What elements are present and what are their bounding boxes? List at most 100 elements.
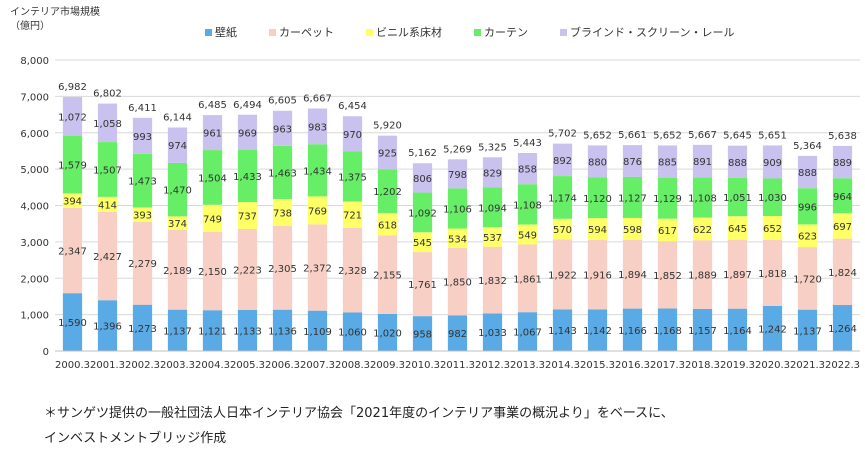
bar-segment (622, 217, 643, 240)
total-label: 5,638 (828, 131, 857, 142)
bar-segment (62, 97, 83, 137)
data-label: 1,136 (268, 326, 297, 337)
bar-segment (167, 230, 188, 310)
bar-segment (167, 127, 188, 163)
data-label: 534 (448, 234, 467, 245)
data-label: 829 (483, 168, 502, 179)
bar-segment (97, 211, 118, 301)
y-axis-title: インテリア市場規模 （億円） (10, 6, 100, 34)
data-label: 1,121 (198, 327, 227, 338)
bar-segment (552, 176, 573, 219)
bar-segment (797, 247, 818, 310)
bar-segment (377, 169, 398, 214)
legend-swatch (205, 29, 212, 36)
y-tick-label: 8,000 (20, 56, 49, 67)
data-label: 958 (413, 330, 432, 341)
data-label: 970 (343, 130, 362, 141)
bar-segment (167, 162, 188, 217)
bar-segment (447, 247, 468, 316)
bar-segment (132, 153, 153, 208)
bar-segment (342, 227, 363, 313)
data-label: 982 (448, 329, 467, 340)
total-label: 5,652 (653, 130, 682, 141)
data-label: 974 (168, 141, 187, 152)
bar-segment (132, 304, 153, 351)
legend-swatch (366, 29, 373, 36)
x-tick-label: 2017.3 (650, 360, 685, 371)
total-label: 5,652 (583, 130, 612, 141)
x-tick-label: 2005.3 (230, 360, 265, 371)
bar-segment (412, 192, 433, 233)
bar-segment (377, 313, 398, 351)
data-label: 2,155 (373, 271, 402, 282)
data-label: 1,129 (653, 194, 682, 205)
data-label: 993 (133, 132, 152, 143)
total-label: 6,494 (233, 100, 262, 111)
bar-segment (657, 218, 678, 242)
total-label: 6,802 (93, 89, 122, 100)
bar-segment (587, 218, 608, 240)
bar-segment (517, 224, 538, 245)
data-label: 623 (798, 232, 817, 243)
bar-segment (447, 188, 468, 229)
data-label: 1,433 (233, 172, 262, 183)
bar-segment (482, 227, 503, 247)
data-label: 2,347 (58, 246, 87, 257)
total-label: 5,667 (688, 130, 717, 141)
data-label: 1,861 (513, 274, 542, 285)
bar-segment (237, 149, 258, 203)
data-label: 876 (623, 157, 642, 168)
data-label: 1,824 (828, 268, 857, 279)
bar-segment (447, 315, 468, 351)
y-tick-label: 1,000 (20, 311, 49, 322)
bar-segment (307, 144, 328, 197)
data-label: 1,852 (653, 271, 682, 282)
bar-segment (412, 316, 433, 351)
data-label: 1,916 (583, 271, 612, 282)
data-label: 1,720 (793, 274, 822, 285)
data-label: 721 (343, 211, 362, 222)
bar-segment (237, 228, 258, 310)
bar-segment (552, 239, 573, 310)
data-label: 996 (798, 202, 817, 213)
data-label: 1,137 (793, 326, 822, 337)
total-label: 5,162 (408, 148, 437, 159)
data-label: 1,473 (128, 177, 157, 188)
bar-segment (307, 108, 328, 145)
data-label: 652 (763, 224, 782, 235)
bar-segment (272, 110, 293, 146)
bar-segment (132, 207, 153, 222)
bar-segment (412, 232, 433, 253)
data-label: 1,108 (513, 200, 542, 211)
x-tick-label: 2008.3 (335, 360, 370, 371)
bar-segment (482, 157, 503, 188)
legend-label: ブラインド・スクリーン・レール (570, 25, 734, 39)
data-label: 1,396 (93, 322, 122, 333)
data-label: 963 (273, 124, 292, 135)
data-label: 1,137 (163, 326, 192, 337)
data-label: 983 (308, 122, 327, 133)
data-label: 1,051 (723, 193, 752, 204)
bar-segment (692, 217, 713, 241)
bar-segment (692, 240, 713, 309)
total-label: 6,667 (303, 93, 332, 104)
data-label: 645 (728, 224, 747, 235)
bar-segment (727, 177, 748, 217)
x-tick-label: 2020.3 (755, 360, 790, 371)
bar-segment (762, 178, 783, 216)
data-label: 2,150 (198, 267, 227, 278)
bar-segment (657, 177, 678, 219)
y-axis-label: インテリア市場規模 (10, 7, 100, 18)
data-label: 1,504 (198, 173, 227, 184)
total-label: 6,411 (128, 103, 157, 114)
data-label: 858 (518, 165, 537, 176)
data-label: 737 (238, 212, 257, 223)
bar-segment (237, 309, 258, 351)
bar-segment (307, 310, 328, 351)
data-label: 891 (693, 157, 712, 168)
bar-segment (832, 145, 853, 179)
bar-segment (377, 213, 398, 236)
legend-swatch (474, 29, 481, 36)
x-tick-label: 2009.3 (370, 360, 405, 371)
x-tick-label: 2016.3 (615, 360, 650, 371)
